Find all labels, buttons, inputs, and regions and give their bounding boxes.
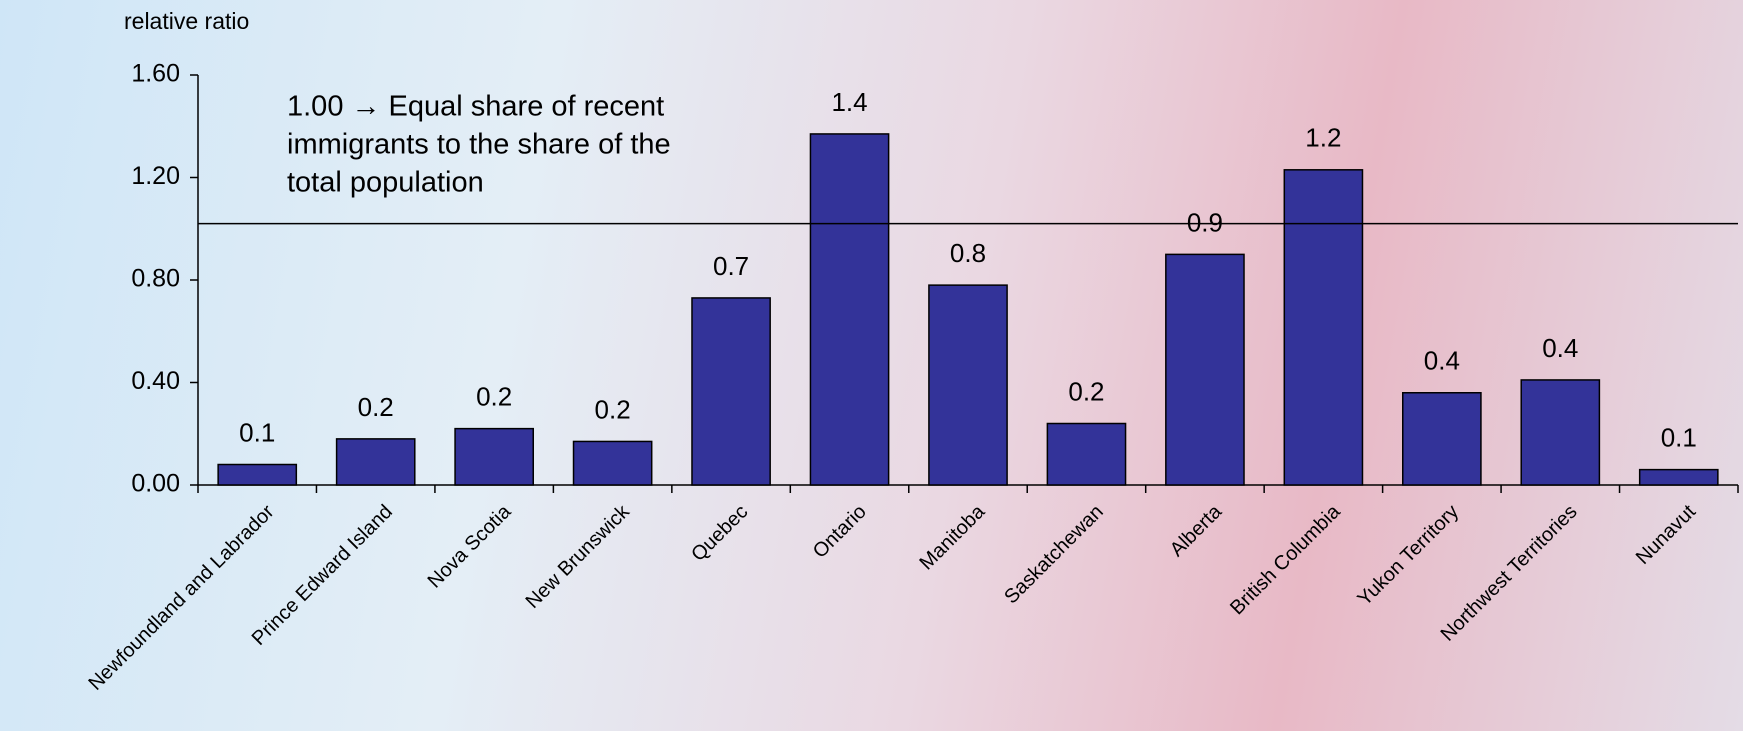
- value-label: 0.2: [1068, 376, 1104, 406]
- bar: [1638, 468, 1719, 486]
- value-label: 0.7: [713, 251, 749, 281]
- bar: [1165, 253, 1245, 486]
- value-label: 0.4: [1424, 346, 1460, 376]
- x-tick-label: Alberta: [1166, 500, 1227, 561]
- x-tick-label: Nova Scotia: [424, 500, 516, 592]
- x-tick-label: Newfoundland and Labrador: [84, 500, 278, 694]
- bar: [809, 133, 890, 486]
- x-tick-label: Saskatchewan: [1000, 501, 1108, 609]
- x-tick-label: Yukon Territory: [1353, 501, 1463, 611]
- annotation: total population: [287, 167, 484, 199]
- value-label: 0.1: [1661, 423, 1697, 453]
- bar: [928, 284, 1008, 486]
- value-label: 1.2: [1305, 123, 1341, 153]
- value-label: 1.4: [831, 87, 867, 117]
- y-axis-label: relative ratio: [124, 8, 249, 34]
- x-tick-label: Northwest Territories: [1437, 501, 1582, 646]
- x-tick-label: Quebec: [687, 501, 752, 566]
- bar: [1402, 392, 1482, 486]
- annotation: immigrants to the share of the: [287, 129, 671, 161]
- x-tick-label: Manitoba: [916, 500, 990, 574]
- value-label: 0.9: [1187, 207, 1223, 237]
- value-label: 0.4: [1542, 333, 1578, 363]
- y-tick-label: 0.40: [131, 367, 180, 395]
- y-tick-label: 1.60: [131, 60, 180, 88]
- value-label: 0.2: [476, 382, 512, 412]
- y-tick-label: 0.00: [131, 470, 180, 498]
- bar: [572, 440, 653, 486]
- value-label: 0.8: [950, 238, 986, 268]
- x-tick-label: Nunavut: [1632, 500, 1701, 569]
- y-tick-label: 0.80: [131, 265, 180, 293]
- value-label: 0.2: [595, 394, 631, 424]
- x-tick-label: Ontario: [809, 501, 871, 563]
- bar: [454, 427, 534, 486]
- x-tick-label: New Brunswick: [522, 500, 635, 613]
- value-label: 0.2: [358, 392, 394, 422]
- bar: [335, 438, 416, 486]
- bar: [1283, 169, 1364, 486]
- annotation: 1.00 → Equal share of recent: [287, 91, 664, 123]
- bar: [1046, 422, 1127, 486]
- bar: [217, 463, 298, 486]
- value-label: 0.1: [239, 417, 275, 447]
- x-tick-label: British Columbia: [1226, 500, 1345, 619]
- bar: [1520, 379, 1601, 486]
- bar: [691, 297, 771, 486]
- y-tick-label: 1.20: [131, 162, 180, 190]
